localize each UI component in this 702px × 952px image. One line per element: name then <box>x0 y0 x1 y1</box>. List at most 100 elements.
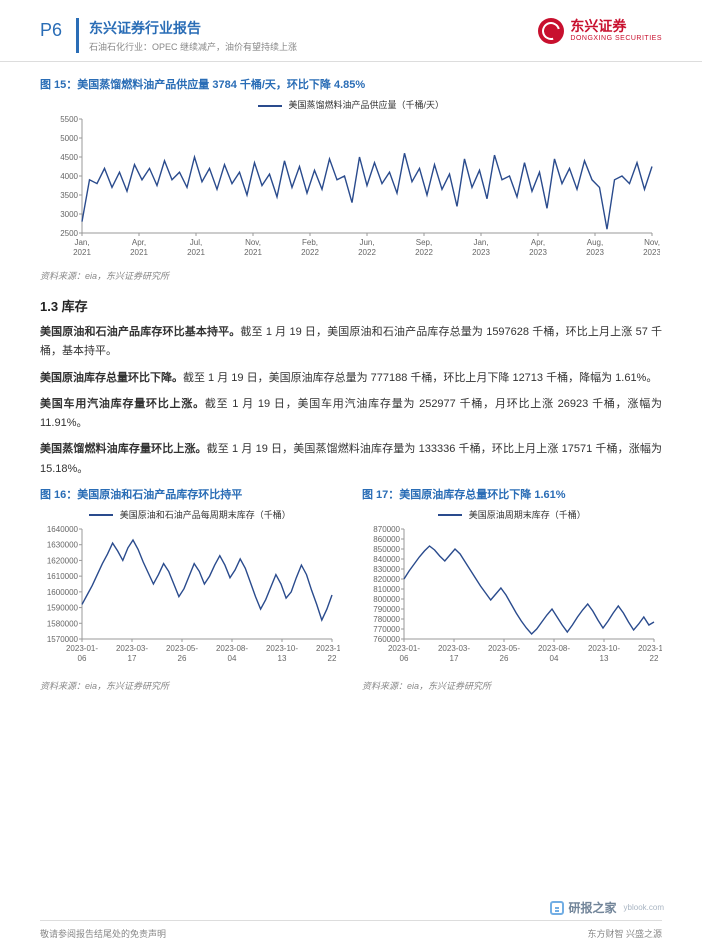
svg-text:Jul,: Jul, <box>190 238 202 247</box>
svg-text:2500: 2500 <box>60 229 78 238</box>
svg-text:2021: 2021 <box>187 248 205 257</box>
report-title: 东兴证券行业报告 <box>89 18 538 38</box>
svg-text:22: 22 <box>650 654 659 663</box>
svg-text:2023-03-: 2023-03- <box>438 644 470 653</box>
svg-text:2021: 2021 <box>73 248 91 257</box>
figure17-legend: 美国原油周期末库存（千桶） <box>469 510 586 520</box>
svg-text:2022: 2022 <box>358 248 376 257</box>
report-subtitle: 石油石化行业：OPEC 继续减产，油价有望持续上涨 <box>89 40 538 53</box>
svg-text:810000: 810000 <box>373 585 400 594</box>
svg-text:Apr,: Apr, <box>132 238 146 247</box>
svg-text:Jan,: Jan, <box>473 238 488 247</box>
svg-text:2023-10-: 2023-10- <box>588 644 620 653</box>
svg-text:Sep,: Sep, <box>416 238 432 247</box>
svg-text:2023-12-: 2023-12- <box>638 644 662 653</box>
footer-motto: 东方财智 兴盛之源 <box>587 927 662 940</box>
svg-text:2023: 2023 <box>586 248 604 257</box>
svg-text:1570000: 1570000 <box>47 635 79 644</box>
svg-text:2021: 2021 <box>130 248 148 257</box>
body-paragraph: 美国蒸馏燃料油库存量环比上涨。截至 1 月 19 日，美国蒸馏燃料油库存量为 1… <box>40 440 662 479</box>
svg-text:850000: 850000 <box>373 545 400 554</box>
svg-text:2023-01-: 2023-01- <box>388 644 420 653</box>
svg-text:13: 13 <box>278 654 287 663</box>
svg-text:Nov,: Nov, <box>644 238 660 247</box>
svg-text:1580000: 1580000 <box>47 619 79 628</box>
svg-text:1620000: 1620000 <box>47 556 79 565</box>
section-title: 1.3 库存 <box>40 296 662 315</box>
svg-text:13: 13 <box>600 654 609 663</box>
figure17-title: 图 17：美国原油库存总量环比下降 1.61% <box>362 486 662 502</box>
header-title-block: 东兴证券行业报告 石油石化行业：OPEC 继续减产，油价有望持续上涨 <box>76 18 538 53</box>
section-paragraphs: 美国原油和石油产品库存环比基本持平。截至 1 月 19 日，美国原油和石油产品库… <box>40 323 662 479</box>
svg-text:2022: 2022 <box>301 248 319 257</box>
page-content: 图 15：美国蒸馏燃料油产品供应量 3784 千桶/天，环比下降 4.85% 美… <box>0 62 702 692</box>
svg-text:06: 06 <box>400 654 409 663</box>
svg-text:2023-05-: 2023-05- <box>488 644 520 653</box>
watermark-text: 研报之家 <box>569 899 617 916</box>
body-paragraph: 美国原油和石油产品库存环比基本持平。截至 1 月 19 日，美国原油和石油产品库… <box>40 323 662 362</box>
svg-text:2021: 2021 <box>244 248 262 257</box>
figure15-source: 资料来源：eia，东兴证券研究所 <box>40 269 662 282</box>
watermark-icon <box>550 901 564 915</box>
svg-text:3000: 3000 <box>60 210 78 219</box>
svg-text:Apr,: Apr, <box>531 238 545 247</box>
svg-text:4500: 4500 <box>60 153 78 162</box>
svg-text:Jun,: Jun, <box>359 238 374 247</box>
svg-text:04: 04 <box>550 654 559 663</box>
svg-text:3500: 3500 <box>60 191 78 200</box>
svg-text:870000: 870000 <box>373 525 400 534</box>
svg-text:2023-08-: 2023-08- <box>538 644 570 653</box>
svg-text:1600000: 1600000 <box>47 588 79 597</box>
figure15-legend: 美国蒸馏燃料油产品供应量（千桶/天） <box>289 100 445 110</box>
figure17-svg: 7600007700007800007900008000008100008200… <box>362 523 662 673</box>
legend-swatch <box>258 105 282 107</box>
svg-text:06: 06 <box>78 654 87 663</box>
svg-text:760000: 760000 <box>373 635 400 644</box>
svg-text:1630000: 1630000 <box>47 540 79 549</box>
svg-text:1590000: 1590000 <box>47 603 79 612</box>
svg-text:22: 22 <box>328 654 337 663</box>
body-paragraph: 美国车用汽油库存量环比上涨。截至 1 月 19 日，美国车用汽油库存量为 252… <box>40 395 662 434</box>
svg-text:26: 26 <box>178 654 187 663</box>
page-header: P6 东兴证券行业报告 石油石化行业：OPEC 继续减产，油价有望持续上涨 东兴… <box>0 0 702 62</box>
svg-text:Jan,: Jan, <box>74 238 89 247</box>
svg-text:5000: 5000 <box>60 134 78 143</box>
svg-text:Nov,: Nov, <box>245 238 261 247</box>
svg-text:770000: 770000 <box>373 625 400 634</box>
logo-text-en: DONGXING SECURITIES <box>570 35 662 43</box>
figure16-title: 图 16：美国原油和石油产品库存环比持平 <box>40 486 340 502</box>
svg-text:17: 17 <box>128 654 137 663</box>
svg-text:2023-01-: 2023-01- <box>66 644 98 653</box>
figure16-legend: 美国原油和石油产品每周期末库存（千桶） <box>120 510 291 520</box>
svg-text:Aug,: Aug, <box>587 238 603 247</box>
svg-text:4000: 4000 <box>60 172 78 181</box>
figure17-col: 图 17：美国原油库存总量环比下降 1.61% 美国原油周期末库存（千桶） 76… <box>362 486 662 692</box>
svg-text:830000: 830000 <box>373 565 400 574</box>
page-footer: 敬请参阅报告结尾处的免责声明 东方财智 兴盛之源 <box>40 920 662 940</box>
figure-row: 图 16：美国原油和石油产品库存环比持平 美国原油和石油产品每周期末库存（千桶）… <box>40 486 662 692</box>
svg-text:790000: 790000 <box>373 605 400 614</box>
watermark: 研报之家 yblook.com <box>550 899 664 916</box>
svg-text:5500: 5500 <box>60 115 78 124</box>
figure16-source: 资料来源：eia，东兴证券研究所 <box>40 679 340 692</box>
svg-text:04: 04 <box>228 654 237 663</box>
figure15-title: 图 15：美国蒸馏燃料油产品供应量 3784 千桶/天，环比下降 4.85% <box>40 76 662 92</box>
svg-text:2023: 2023 <box>529 248 547 257</box>
svg-text:840000: 840000 <box>373 555 400 564</box>
svg-text:860000: 860000 <box>373 535 400 544</box>
figure15-chart: 美国蒸馏燃料油产品供应量（千桶/天） 2500 3000 3500 4000 4500 5… <box>40 98 662 263</box>
svg-text:2023-05-: 2023-05- <box>166 644 198 653</box>
svg-text:800000: 800000 <box>373 595 400 604</box>
brand-logo: 东兴证券 DONGXING SECURITIES <box>538 18 662 44</box>
svg-text:1610000: 1610000 <box>47 572 79 581</box>
svg-text:780000: 780000 <box>373 615 400 624</box>
svg-text:Feb,: Feb, <box>302 238 318 247</box>
legend-swatch <box>89 514 113 516</box>
svg-text:820000: 820000 <box>373 575 400 584</box>
figure16-svg: 1570000 1580000 1590000 1600000 1610000 16200… <box>40 523 340 673</box>
svg-text:26: 26 <box>500 654 509 663</box>
svg-text:2023: 2023 <box>472 248 490 257</box>
figure16-col: 图 16：美国原油和石油产品库存环比持平 美国原油和石油产品每周期末库存（千桶）… <box>40 486 340 692</box>
legend-swatch <box>438 514 462 516</box>
figure15-svg: 2500300035004000450050005500Jan,2021Apr,… <box>40 113 660 263</box>
